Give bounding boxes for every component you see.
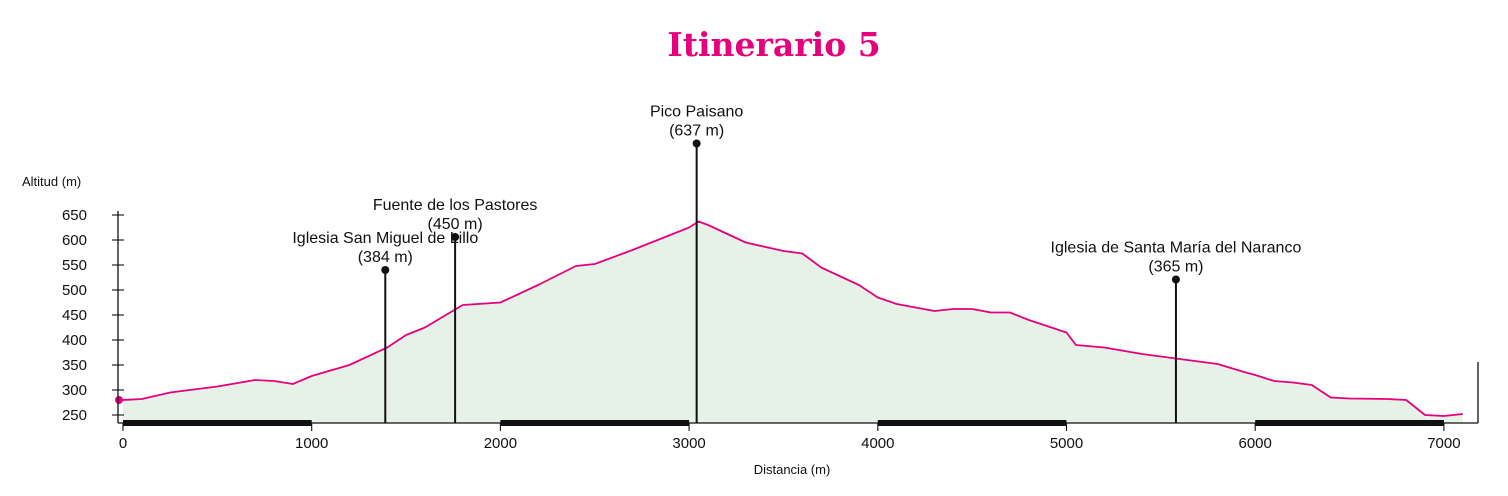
annotation-name: Pico Paisano bbox=[650, 104, 743, 121]
y-axis-label: Altitud (m) bbox=[22, 174, 81, 189]
y-tick-label: 300 bbox=[62, 382, 87, 399]
annotation-marker bbox=[692, 139, 701, 148]
profile-area bbox=[123, 221, 1463, 423]
annotation-altitude: (384 m) bbox=[358, 249, 413, 266]
x-axis-scale-bar-segment bbox=[500, 420, 690, 426]
x-tick-label: 3000 bbox=[672, 435, 705, 452]
annotation-altitude: (450 m) bbox=[428, 216, 483, 233]
y-tick-label: 650 bbox=[62, 207, 87, 224]
x-tick-label: 2000 bbox=[484, 435, 517, 452]
y-tick-label: 450 bbox=[62, 307, 87, 324]
plot-area: 250 300 350 400 450 500 550 600 650 0 1000 2000 3000… bbox=[62, 104, 1479, 452]
y-tick-label: 250 bbox=[62, 407, 87, 424]
x-tick-label: 7000 bbox=[1427, 435, 1460, 452]
x-axis-label: Distancia (m) bbox=[754, 462, 831, 477]
y-tick-label: 500 bbox=[62, 282, 87, 299]
y-tick-label: 400 bbox=[62, 332, 87, 349]
start-point-marker bbox=[115, 396, 123, 404]
annotation-marker bbox=[451, 233, 460, 241]
y-tick-label: 550 bbox=[62, 257, 87, 274]
chart-title: Itinerario 5 bbox=[667, 25, 880, 64]
x-axis-scale-bar-segment bbox=[1255, 420, 1444, 426]
x-axis-scale-bar-segment bbox=[877, 420, 1067, 426]
annotation-name: Iglesia San Miguel de Lillo bbox=[292, 230, 478, 247]
x-tick-label: 4000 bbox=[861, 435, 894, 452]
x-axis-scale-bar-segment bbox=[123, 420, 312, 426]
y-tick-label: 350 bbox=[62, 357, 87, 374]
y-tick-label: 600 bbox=[62, 232, 87, 249]
annotation-name: Iglesia de Santa María del Naranco bbox=[1051, 240, 1302, 257]
x-tick-label: 6000 bbox=[1239, 435, 1272, 452]
annotation-marker bbox=[381, 266, 390, 274]
annotation-name: Fuente de los Pastores bbox=[373, 197, 538, 214]
annotation-marker bbox=[1171, 275, 1180, 284]
profile-line bbox=[122, 220, 1463, 417]
x-tick-label: 5000 bbox=[1050, 435, 1083, 452]
annotation-altitude: (637 m) bbox=[669, 123, 724, 140]
x-tick-label: 1000 bbox=[295, 435, 328, 452]
x-tick-label: 0 bbox=[119, 435, 127, 452]
annotation-altitude: (365 m) bbox=[1148, 259, 1203, 276]
